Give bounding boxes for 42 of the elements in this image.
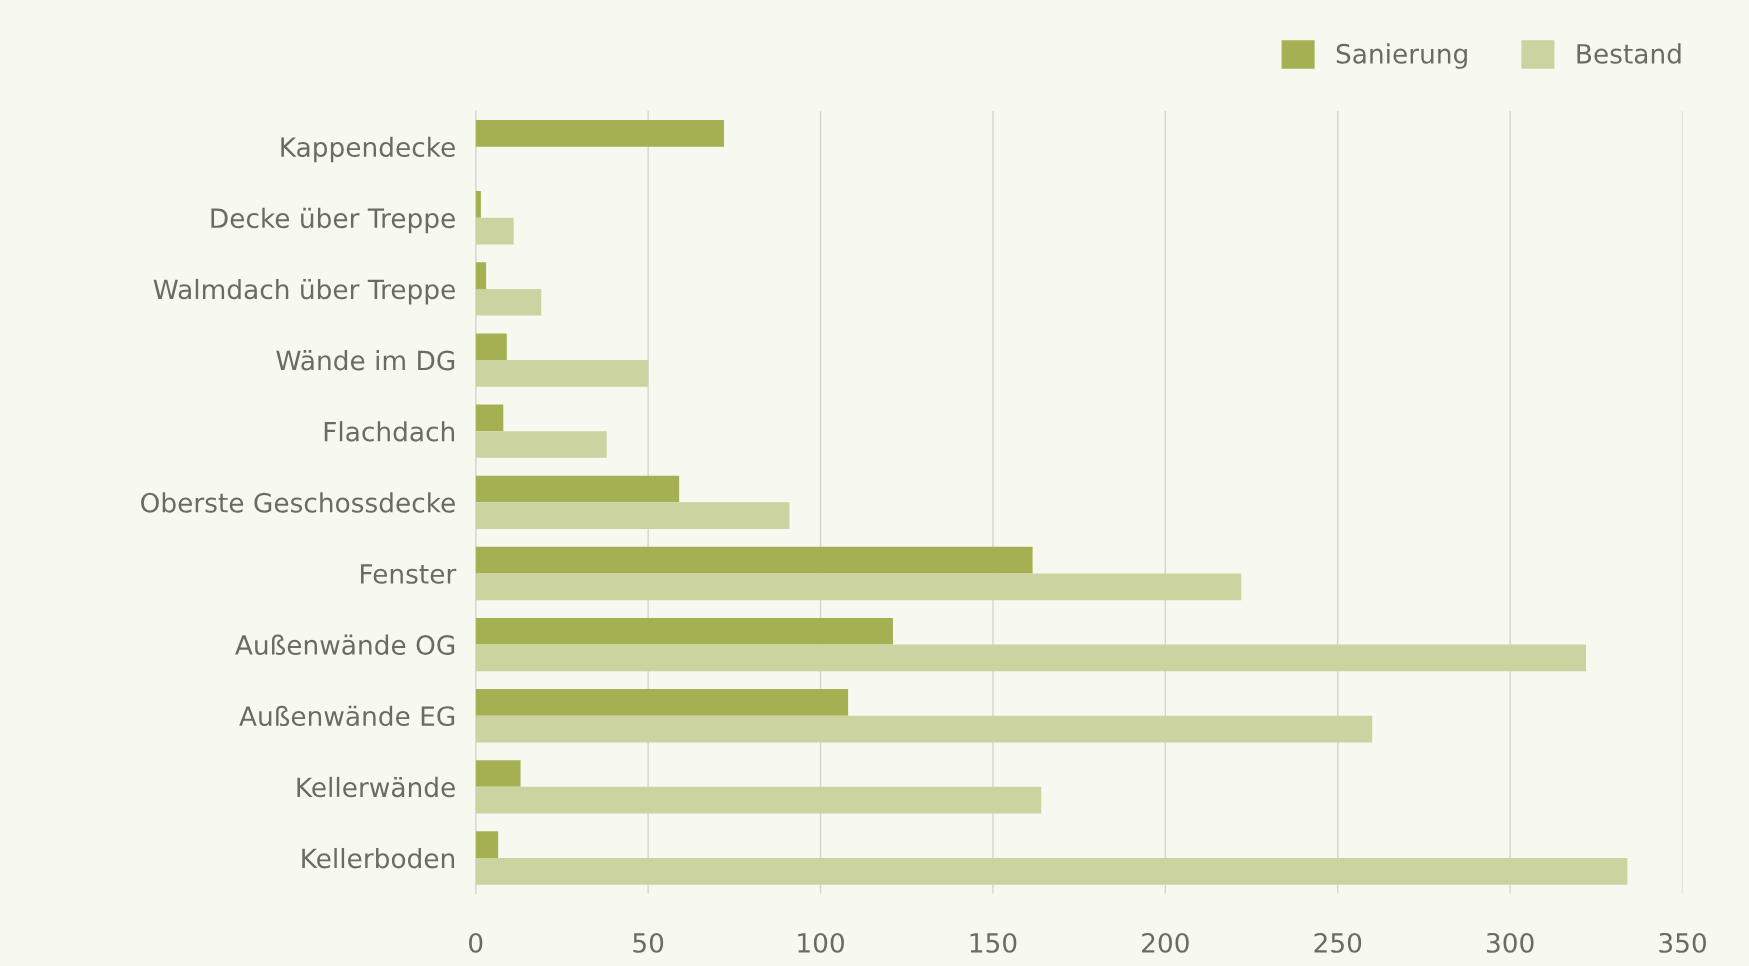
bar bbox=[475, 431, 607, 458]
y-tick-label: Kappendecke bbox=[281, 136, 455, 163]
bar bbox=[475, 689, 849, 716]
y-tick-label: Außenwände EG bbox=[239, 705, 455, 727]
bar bbox=[475, 502, 790, 529]
bar bbox=[475, 715, 1373, 743]
y-tick-label: Wände im DG bbox=[276, 350, 455, 371]
x-tick-label: 300 bbox=[1486, 932, 1534, 953]
bar bbox=[475, 217, 514, 245]
bar bbox=[475, 475, 680, 503]
bar bbox=[475, 262, 487, 289]
bar bbox=[475, 288, 542, 316]
x-tick-label: 350 bbox=[1659, 932, 1706, 953]
bar bbox=[475, 404, 504, 432]
x-tick-label: 200 bbox=[1142, 932, 1189, 953]
legend-label: Bestand bbox=[1577, 43, 1681, 64]
y-tick-label: Walmdach über Treppe bbox=[153, 278, 455, 305]
bar bbox=[475, 573, 1242, 601]
x-tick-label: 100 bbox=[798, 932, 844, 953]
x-tick-label: 50 bbox=[633, 932, 664, 953]
bar bbox=[475, 786, 1042, 814]
bar bbox=[475, 831, 499, 858]
x-tick-label: 0 bbox=[469, 932, 483, 953]
y-tick-label: Außenwände OG bbox=[235, 634, 455, 655]
bar bbox=[475, 191, 481, 218]
bar bbox=[475, 333, 507, 361]
bar bbox=[475, 546, 1033, 574]
bar bbox=[475, 360, 649, 387]
x-tick-label: 150 bbox=[970, 932, 1017, 953]
y-tick-label: Oberste Geschossdecke bbox=[141, 492, 455, 513]
legend-label: Sanierung bbox=[1336, 43, 1467, 69]
bar bbox=[475, 617, 893, 645]
y-tick-label: Decke über Treppe bbox=[211, 207, 455, 234]
bar bbox=[475, 119, 724, 147]
y-tick-label: Kellerboden bbox=[302, 847, 455, 869]
y-tick-label: Kellerwände bbox=[297, 776, 455, 798]
bar bbox=[475, 644, 1586, 672]
x-tick-label: 250 bbox=[1314, 932, 1362, 953]
y-tick-label: Flachdach bbox=[324, 421, 455, 442]
bar bbox=[475, 760, 521, 787]
y-tick-label: Fenster bbox=[361, 564, 457, 584]
bar bbox=[475, 857, 1628, 885]
